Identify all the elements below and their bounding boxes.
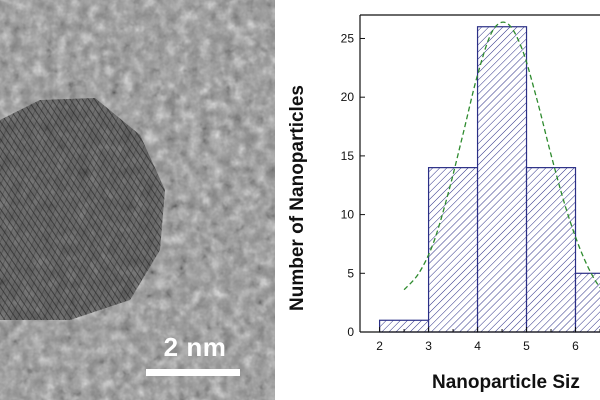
scale-bar (146, 369, 240, 376)
scale-bar-label: 2 nm (163, 332, 227, 362)
y-tick-label: 25 (341, 31, 355, 45)
histogram-bar-3 (476, 26, 528, 333)
x-tick-label: 3 (425, 339, 432, 353)
y-tick-label: 10 (341, 208, 355, 222)
histogram-bar-4 (525, 167, 577, 333)
y-axis-label: Number of Nanoparticles (287, 85, 308, 311)
y-tick-label: 5 (347, 266, 354, 280)
y-tick-label: 0 (347, 325, 354, 339)
x-tick-label: 2 (376, 339, 383, 353)
tick-labels: 0 5 10 15 20 25 2 3 4 5 6 (341, 31, 600, 353)
y-tick-label: 15 (341, 149, 355, 163)
axes (359, 14, 600, 333)
bars-layer (378, 26, 600, 333)
x-axis-label: Nanoparticle Siz (432, 372, 580, 393)
histogram-bar-2 (427, 167, 479, 333)
tem-image (0, 0, 275, 400)
fit-curve (403, 21, 600, 291)
x-tick-label: 5 (523, 339, 530, 353)
tem-micrograph: 2 nm (0, 0, 275, 400)
x-tick-label: 6 (572, 339, 579, 353)
y-tick-label: 20 (341, 90, 355, 104)
x-tick-label: 4 (474, 339, 481, 353)
